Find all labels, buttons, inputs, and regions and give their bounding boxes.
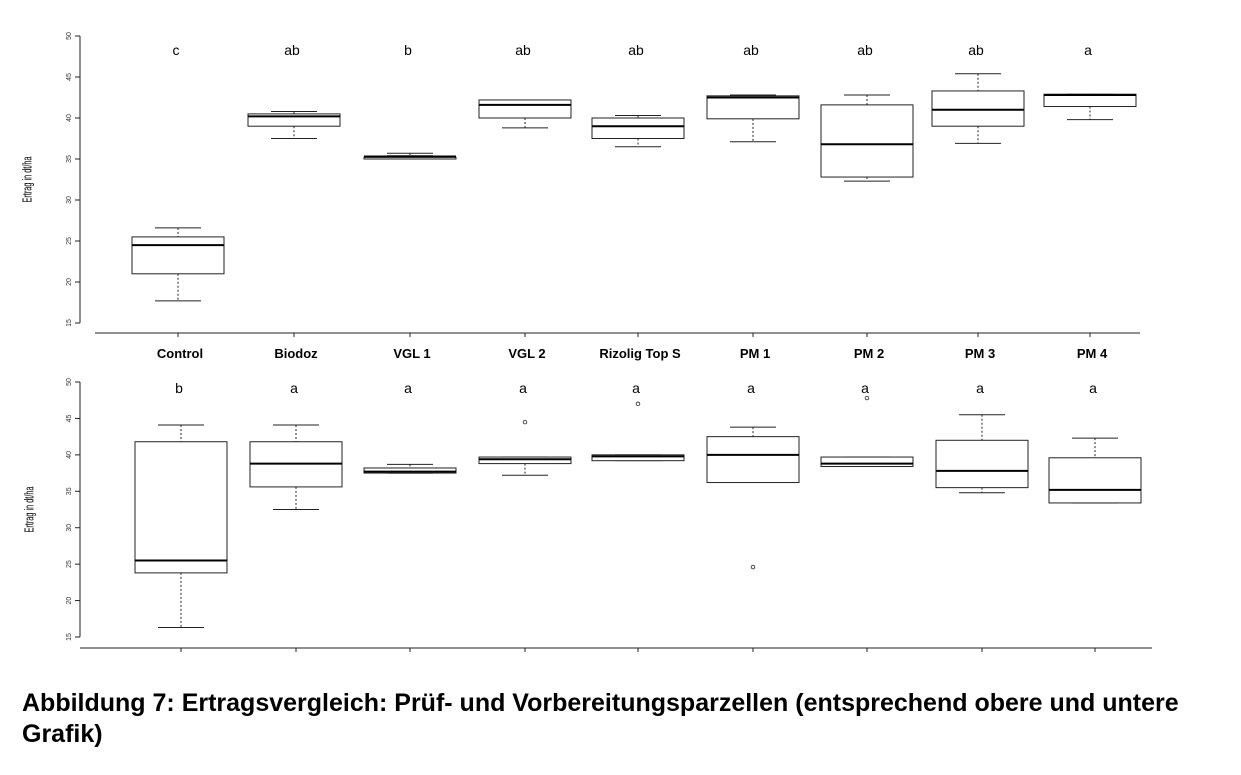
- significance-letter: a: [1084, 42, 1092, 58]
- category-label: PM 4: [1077, 346, 1108, 361]
- y-tick-label: 50: [66, 378, 73, 386]
- category-label: Biodoz: [274, 346, 318, 361]
- y-tick-label: 20: [66, 597, 73, 605]
- box: [591, 117, 685, 139]
- significance-letter: a: [861, 380, 869, 396]
- y-tick-label: 30: [66, 524, 73, 532]
- y-tick-label: 15: [66, 633, 73, 641]
- box: [591, 454, 685, 462]
- y-tick-label: 45: [66, 414, 73, 422]
- y-tick-label: 25: [66, 237, 73, 245]
- category-label: PM 1: [740, 346, 770, 361]
- outlier-point: [750, 564, 756, 570]
- box: [478, 99, 572, 119]
- box: [931, 90, 1025, 127]
- y-tick-label: 50: [66, 32, 73, 40]
- significance-letter: ab: [743, 42, 759, 58]
- box: [820, 456, 914, 468]
- category-label: Control: [157, 346, 203, 361]
- significance-letter: ab: [628, 42, 644, 58]
- category-label: VGL 1: [393, 346, 430, 361]
- category-label: PM 2: [854, 346, 884, 361]
- y-tick-label: 25: [66, 560, 73, 568]
- significance-letter: ab: [968, 42, 984, 58]
- outlier-point: [635, 401, 641, 407]
- y-tick-label: 15: [66, 319, 73, 327]
- box: [363, 467, 457, 474]
- box: [1043, 93, 1137, 108]
- y-tick-label: 45: [66, 73, 73, 81]
- significance-letter: a: [519, 380, 527, 396]
- significance-letter: b: [404, 42, 412, 58]
- category-label: PM 3: [965, 346, 995, 361]
- significance-letter: a: [404, 380, 412, 396]
- significance-letter: ab: [284, 42, 300, 58]
- y-tick-label: 40: [66, 451, 73, 459]
- box: [363, 156, 457, 160]
- outlier-point: [864, 395, 870, 401]
- box: [478, 456, 572, 465]
- y-tick-label: 20: [66, 278, 73, 286]
- significance-letter: a: [747, 380, 755, 396]
- significance-letter: ab: [515, 42, 531, 58]
- bottom-boxplot-panel: 15 20 25 30 35 40 45 50 Ertrag in dt/ha b a a a a a a a a: [21, 378, 1152, 652]
- box: [131, 236, 225, 275]
- figure-caption: Abbildung 7: Ertragsvergleich: Prüf- und…: [22, 689, 1179, 748]
- box: [1048, 457, 1142, 504]
- category-label: VGL 2: [508, 346, 545, 361]
- category-label: Rizolig Top S: [599, 346, 681, 361]
- box: [706, 436, 800, 484]
- significance-letter: a: [976, 380, 984, 396]
- significance-letter: a: [632, 380, 640, 396]
- y-tick-label: 35: [66, 155, 73, 163]
- significance-letter: a: [290, 380, 298, 396]
- box: [134, 441, 228, 574]
- outlier-point: [522, 419, 528, 425]
- figure: 15 20 25 30 35 40 45 50 Ertrag in dt/ha c Control a…: [19, 32, 1152, 652]
- significance-letter: ab: [857, 42, 873, 58]
- y-tick-label: 30: [66, 196, 73, 204]
- y-tick-label: 40: [66, 114, 73, 122]
- significance-letter: b: [175, 380, 183, 396]
- top-boxplot-panel: 15 20 25 30 35 40 45 50 Ertrag in dt/ha c Control a…: [19, 32, 1140, 361]
- significance-letter: c: [173, 42, 180, 58]
- y-axis-label: Ertrag in dt/ha: [19, 156, 34, 202]
- box: [706, 95, 800, 120]
- box: [820, 104, 914, 178]
- box: [935, 439, 1029, 489]
- y-axis-label: Ertrag in dt/ha: [21, 486, 36, 532]
- significance-letter: a: [1089, 380, 1097, 396]
- y-tick-label: 35: [66, 487, 73, 495]
